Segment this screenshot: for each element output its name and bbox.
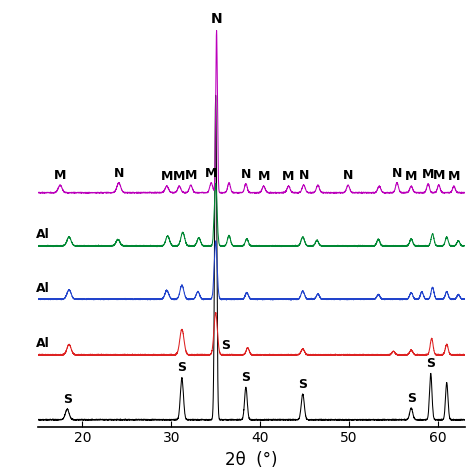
Text: N: N [343,169,353,182]
Text: M: M [447,170,460,183]
Text: S: S [298,378,307,391]
Text: M: M [205,167,218,180]
Text: M: M [161,170,173,183]
Text: M: M [283,170,295,183]
X-axis label: 2θ  (°): 2θ (°) [225,451,277,469]
Text: N: N [299,169,309,182]
Text: S: S [63,393,72,406]
Text: Al: Al [36,228,50,241]
Text: S: S [241,371,250,384]
Text: M: M [184,169,197,182]
Text: M: M [422,168,434,181]
Text: M: M [173,170,185,183]
Text: N: N [114,167,124,180]
Text: M: M [405,170,418,183]
Text: N: N [211,12,222,26]
Text: S: S [177,362,186,374]
Text: S: S [221,339,230,352]
Text: M: M [257,170,270,183]
Text: Al: Al [36,337,50,350]
Text: Al: Al [36,282,50,294]
Text: N: N [392,167,402,180]
Text: S: S [407,392,416,405]
Text: S: S [426,357,435,370]
Text: M: M [433,169,445,182]
Text: M: M [54,169,66,182]
Text: N: N [241,168,251,181]
